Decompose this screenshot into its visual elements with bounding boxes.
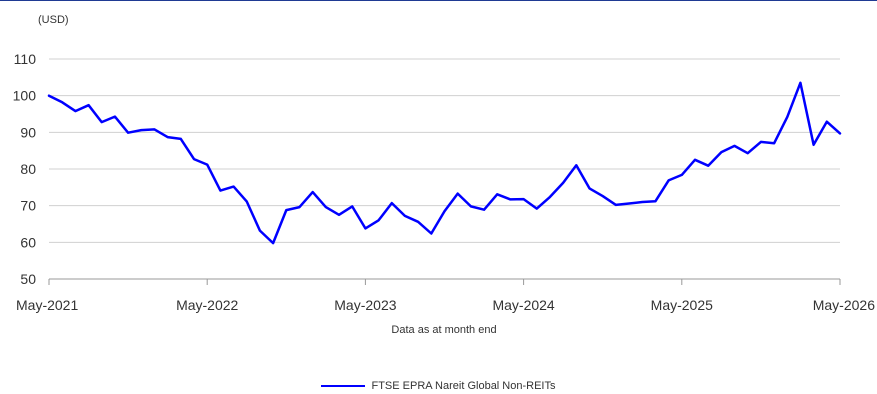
- y-tick-label: 90: [20, 124, 36, 140]
- top-rule: [0, 0, 877, 1]
- x-tick-label: May-2025: [651, 297, 713, 313]
- legend-label: FTSE EPRA Nareit Global Non-REITs: [371, 380, 556, 392]
- y-tick-label: 50: [20, 271, 36, 287]
- y-tick-label: 60: [20, 234, 36, 250]
- series-line: [47, 81, 842, 245]
- x-tick-label: May-2023: [334, 297, 396, 313]
- y-tick-label: 70: [20, 198, 36, 214]
- gridlines: [49, 58, 840, 243]
- y-axis-tick-labels: 50 60 70 80 90 100 110: [13, 51, 37, 287]
- legend: FTSE EPRA Nareit Global Non-REITs: [0, 378, 877, 394]
- y-tick-label: 80: [20, 161, 36, 177]
- x-axis-title: Data as at month end: [391, 324, 496, 336]
- series-layer: [47, 81, 842, 245]
- x-tick-label: May-2022: [176, 297, 238, 313]
- y-axis-unit-label: (USD): [38, 14, 69, 26]
- x-tick-label: May-2021: [16, 297, 78, 313]
- x-tick-label: May-2026: [813, 297, 875, 313]
- legend-swatch: [321, 385, 366, 387]
- x-tick-label: May-2024: [492, 297, 554, 313]
- x-axis-tick-labels: May-2021 May-2022 May-2023 May-2024 May-2025…: [16, 297, 875, 313]
- y-tick-label: 110: [14, 51, 37, 67]
- y-tick-label: 100: [13, 88, 37, 104]
- x-axis-ticks: [48, 279, 841, 285]
